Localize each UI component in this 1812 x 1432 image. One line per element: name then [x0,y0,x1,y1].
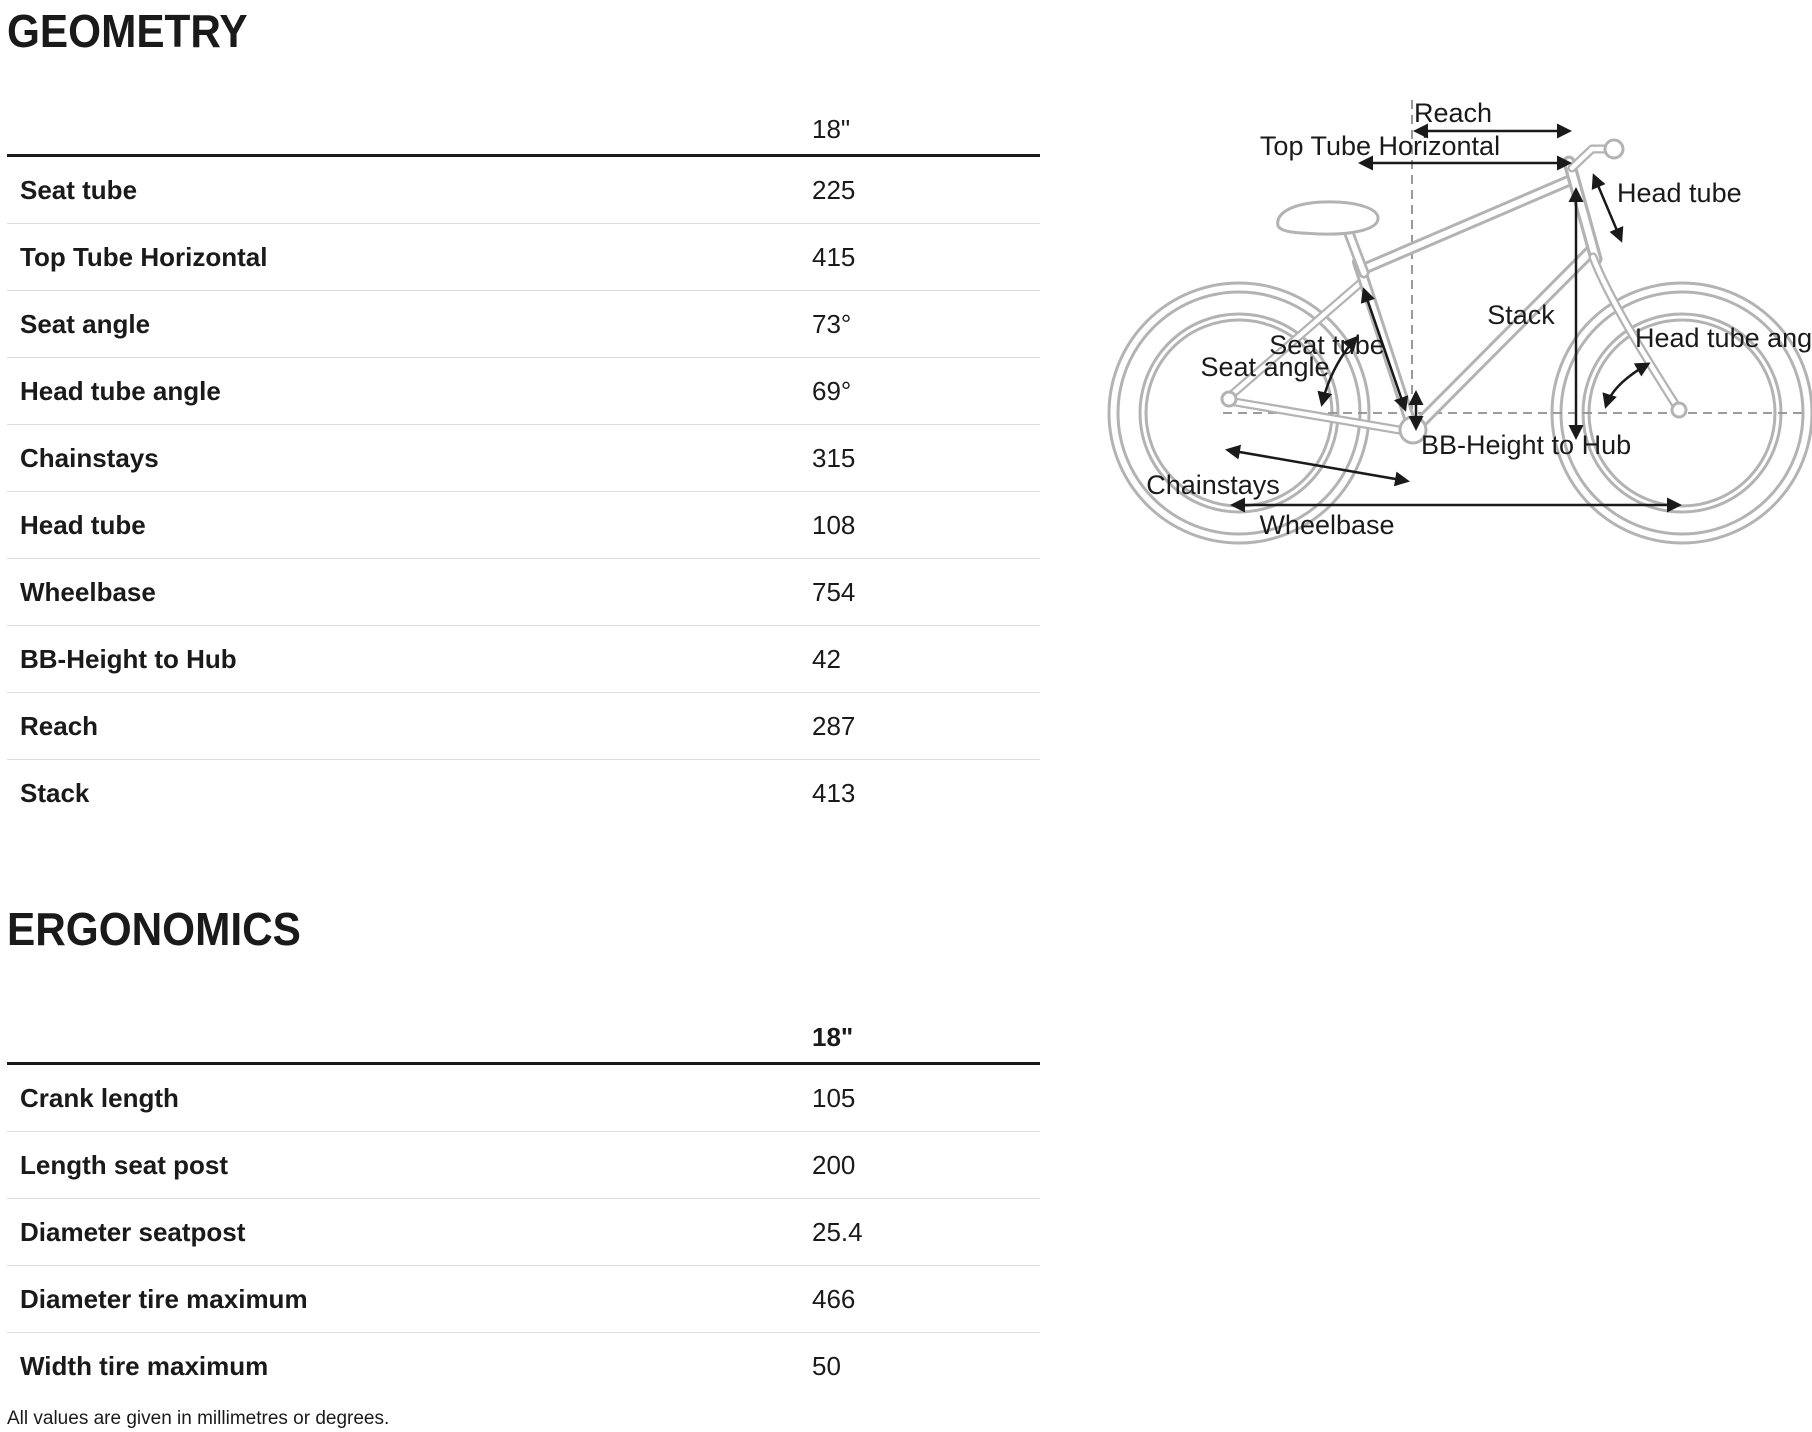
head-tube-label: Head tube [1617,178,1742,208]
row-label: Chainstays [20,442,159,473]
table-row: Seat angle 73° [7,291,1040,358]
table-row: Crank length 105 [7,1065,1040,1132]
row-label: Seat tube [20,174,138,205]
table-row: Head tube angle 69° [7,358,1040,425]
ergonomics-section-title: ERGONOMICS [7,903,301,955]
geometry-section-title: GEOMETRY [7,5,248,57]
chainstays-label: Chainstays [1146,470,1280,500]
reach-label: Reach [1414,98,1492,128]
seat-tube-label: Seat tube [1269,330,1385,360]
row-label: Wheelbase [20,576,156,607]
row-value: 225 [812,174,856,205]
row-label: Reach [20,710,99,741]
table-row: Stack 413 [7,760,1040,826]
seat-angle-arc [1317,335,1358,407]
row-value: 754 [812,576,856,607]
table-row: Top Tube Horizontal 415 [7,224,1040,291]
size-column-header: 18" [812,114,851,144]
row-value: 25.4 [812,1216,863,1247]
row-value: 50 [812,1350,841,1381]
bb-height-to-hub-label: BB-Height to Hub [1421,430,1631,460]
row-label: Stack [20,777,90,808]
front-dropout-circle [1670,401,1688,419]
table-row: BB-Height to Hub 42 [7,626,1040,693]
row-value: 287 [812,710,856,741]
saddle-shape [1276,200,1380,236]
grip-circle [1603,138,1625,160]
row-value: 105 [812,1082,856,1113]
dimension-labels: Reach Top Tube Horizontal Head tube Stac… [1146,98,1812,540]
seat-angle-label: Seat angle [1200,352,1329,382]
table-row: Diameter seatpost 25.4 [7,1199,1040,1266]
row-value: 69° [812,375,852,406]
table-row: Chainstays 315 [7,425,1040,492]
head-tube-arrow [1591,173,1624,243]
row-value: 413 [812,777,856,808]
head-tube-angle-label: Head tube angle [1635,323,1812,353]
table-row: Head tube 108 [7,492,1040,559]
table-row: Width tire maximum 50 [7,1333,1040,1399]
row-value: 415 [812,241,856,272]
row-value: 73° [812,308,852,339]
row-label: Crank length [20,1082,179,1113]
size-column-header: 18" [812,1022,854,1052]
row-value: 42 [812,643,841,674]
table-row: Seat tube 225 [7,157,1040,224]
table-row: Diameter tire maximum 466 [7,1266,1040,1333]
row-value: 108 [812,509,856,540]
bike-diagram-svg: Reach Top Tube Horizontal Head tube Stac… [1107,98,1812,545]
row-label: Head tube [20,509,146,540]
row-label: Diameter tire maximum [20,1283,308,1314]
top-tube-horizontal-label: Top Tube Horizontal [1260,131,1500,161]
dimension-arrows [1225,123,1682,513]
rear-dropout-circle [1220,390,1238,408]
row-value: 315 [812,442,856,473]
row-label: Width tire maximum [20,1350,269,1381]
ergonomics-table: 18" Crank length 105 Length seat post 20… [7,1005,1040,1399]
row-label: Diameter seatpost [20,1216,246,1247]
geometry-table-header: 18" [7,97,1040,157]
units-footnote: All values are given in millimetres or d… [7,1408,390,1429]
geometry-table: 18" Seat tube 225 Top Tube Horizontal 41… [7,97,1040,826]
row-label: BB-Height to Hub [20,643,237,674]
table-row: Wheelbase 754 [7,559,1040,626]
row-label: Head tube angle [20,375,221,406]
row-value: 200 [812,1149,856,1180]
row-label: Length seat post [20,1149,229,1180]
row-label: Top Tube Horizontal [20,241,268,272]
wheelbase-label: Wheelbase [1259,510,1394,540]
table-row: Reach 287 [7,693,1040,760]
bike-geometry-diagram: Reach Top Tube Horizontal Head tube Stac… [1075,92,1812,592]
table-row: Length seat post 200 [7,1132,1040,1199]
chainstays-arrow [1225,444,1410,487]
row-value: 466 [812,1283,856,1314]
seat-tube-arrow [1360,287,1409,412]
head-tube-angle-arc [1602,362,1651,409]
row-label: Seat angle [20,308,151,339]
ergonomics-table-header: 18" [7,1005,1040,1065]
stack-label: Stack [1487,300,1555,330]
